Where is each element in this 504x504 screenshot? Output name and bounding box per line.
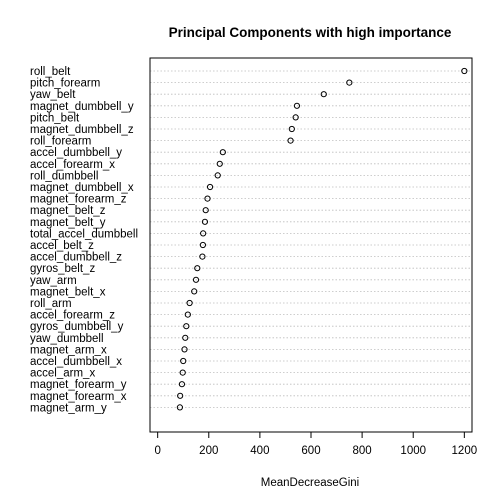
data-point	[191, 288, 198, 295]
x-tick-label: 1200	[452, 445, 478, 457]
data-point	[199, 253, 206, 260]
data-point	[292, 114, 299, 121]
y-tick-label: magnet_dumbbell_y	[30, 101, 134, 113]
x-tick-label: 600	[301, 445, 320, 457]
y-tick-label: accel_forearm_z	[30, 310, 115, 322]
y-tick-label: yaw_arm	[30, 275, 77, 287]
y-tick-label: accel_belt_z	[30, 240, 94, 252]
data-point	[182, 334, 189, 341]
x-tick-label: 200	[199, 445, 218, 457]
y-tick-label: magnet_arm_y	[30, 402, 107, 414]
y-tick-label: gyros_dumbbell_y	[30, 321, 124, 333]
data-point	[216, 160, 223, 167]
data-point	[186, 299, 193, 307]
data-point	[214, 172, 221, 179]
y-tick-label: magnet_dumbbell_x	[30, 182, 134, 194]
y-tick-label: accel_dumbbell_z	[30, 252, 122, 264]
data-point	[183, 323, 190, 330]
data-point	[346, 79, 353, 86]
data-point	[192, 276, 200, 283]
data-point	[287, 137, 294, 144]
data-point	[200, 230, 207, 237]
y-tick-label: magnet_belt_z	[30, 205, 106, 217]
y-tick-label: gyros_belt_z	[30, 263, 95, 275]
chart-title: Principal Components with high importanc…	[169, 25, 452, 40]
y-tick-label: magnet_belt_x	[30, 286, 106, 298]
data-point	[201, 218, 209, 225]
y-tick-label: roll_forearm	[30, 136, 91, 148]
data-point	[178, 381, 186, 388]
y-tick-label: accel_forearm_x	[30, 159, 115, 171]
y-tick-label: total_accel_dumbbell	[30, 228, 138, 240]
y-tick-label: yaw_belt	[30, 89, 76, 101]
y-tick-label: accel_dumbbell_y	[30, 147, 122, 159]
data-point	[320, 91, 327, 98]
data-point	[177, 392, 184, 399]
y-tick-label: magnet_forearm_x	[30, 391, 127, 403]
data-point	[293, 102, 301, 109]
y-tick-label: magnet_forearm_y	[30, 379, 127, 391]
y-tick-label: magnet_forearm_z	[30, 194, 127, 206]
data-point	[176, 404, 183, 411]
data-point	[206, 183, 214, 191]
y-tick-label: accel_arm_x	[30, 368, 95, 380]
y-tick-label: magnet_dumbbell_z	[30, 124, 134, 136]
x-tick-label: 0	[154, 445, 160, 457]
x-axis-label: MeanDecreaseGini	[261, 477, 359, 489]
y-tick-label: pitch_belt	[30, 112, 80, 124]
data-point	[219, 149, 226, 156]
y-tick-label: roll_belt	[30, 66, 71, 78]
data-point	[184, 311, 191, 318]
data-point	[199, 241, 206, 249]
data-point	[181, 346, 188, 353]
x-tick-label: 1000	[400, 445, 426, 457]
data-point	[202, 207, 209, 214]
x-tick-label: 800	[353, 445, 372, 457]
y-tick-label: roll_arm	[30, 298, 72, 310]
data-point	[194, 265, 201, 272]
y-tick-label: magnet_arm_x	[30, 344, 107, 356]
y-tick-label: roll_dumbbell	[30, 170, 98, 182]
data-point	[179, 369, 186, 376]
data-point	[288, 125, 295, 133]
y-tick-label: magnet_belt_y	[30, 217, 106, 229]
x-tick-label: 400	[250, 445, 269, 457]
y-tick-label: yaw_dumbbell	[30, 333, 104, 345]
y-tick-label: pitch_forearm	[30, 78, 100, 90]
data-point	[461, 67, 468, 75]
data-point	[204, 195, 211, 202]
y-tick-label: accel_dumbbell_x	[30, 356, 122, 368]
data-point	[180, 357, 187, 365]
